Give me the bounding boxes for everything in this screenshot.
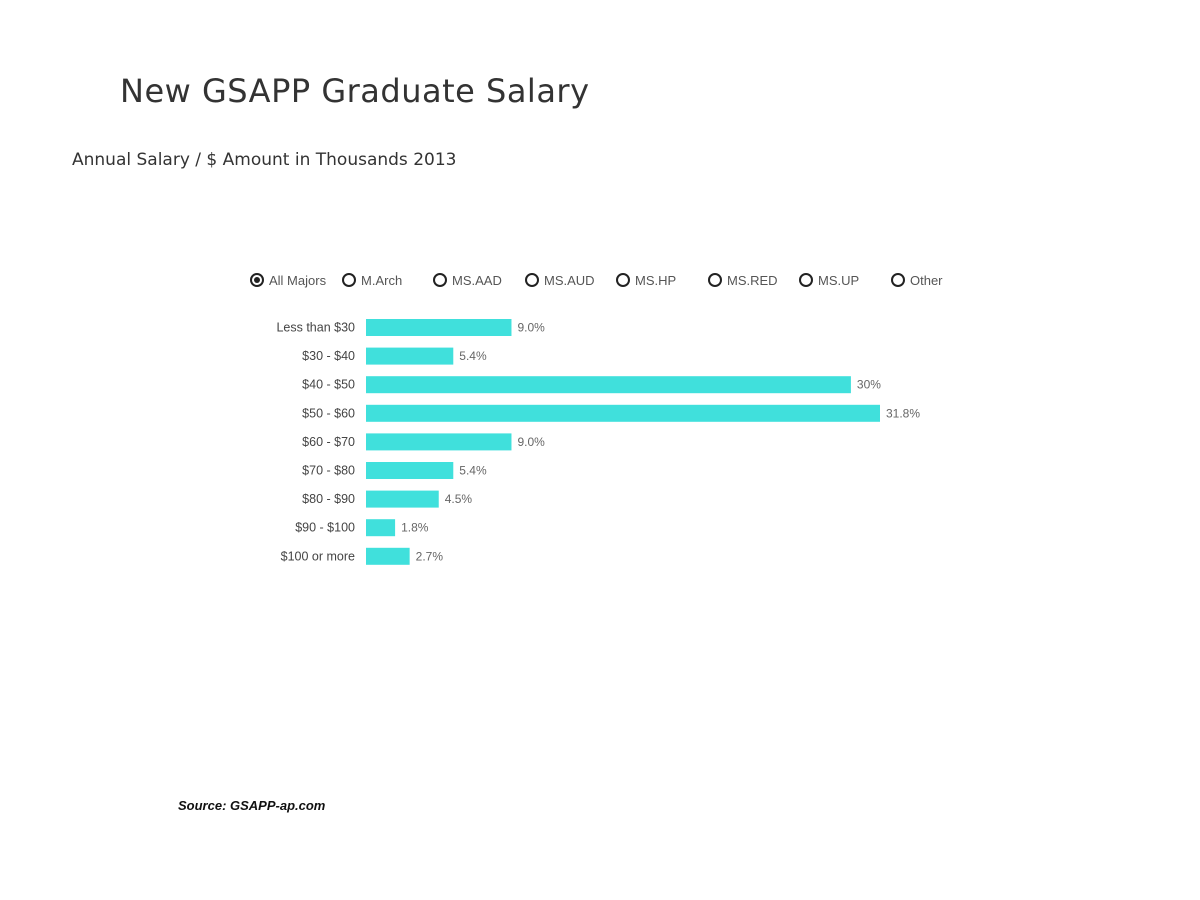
radio-msaud[interactable] — [525, 273, 539, 287]
filter-option-other[interactable]: Other — [891, 270, 943, 290]
data-label-row-7: 1.8% — [401, 521, 429, 535]
filter-label-mshp: MS.HP — [635, 272, 677, 288]
major-filter-radio-group: All Majors M.Arch MS.AAD MS.AUD MS.HP MS… — [0, 270, 1200, 290]
filter-option-msup[interactable]: MS.UP — [799, 270, 859, 290]
category-label-row-1: $30 - $40 — [302, 349, 355, 363]
filter-label-march: M.Arch — [361, 272, 403, 288]
data-label-row-4: 9.0% — [517, 435, 545, 449]
filter-option-msaad[interactable]: MS.AAD — [433, 270, 502, 290]
bar-row-7 — [366, 519, 396, 537]
category-label-row-6: $80 - $90 — [302, 492, 355, 506]
page-title: New GSAPP Graduate Salary — [120, 72, 590, 110]
bar-row-0 — [366, 319, 512, 336]
category-label-row-7: $90 - $100 — [295, 521, 355, 535]
category-label-row-5: $70 - $80 — [302, 464, 355, 478]
radio-march[interactable] — [342, 273, 356, 287]
data-label-row-1: 5.4% — [459, 349, 487, 363]
salary-bar-chart: Less than $30 9.0% $30 - $40 5.4% $40 - $50 3… — [276, 319, 920, 565]
bar-row-1 — [366, 347, 454, 365]
filter-label-all-majors: All Majors — [269, 272, 327, 288]
filter-label-msred: MS.RED — [727, 272, 778, 288]
data-label-row-2: 30% — [857, 378, 881, 392]
radio-msaad[interactable] — [433, 273, 447, 287]
source-note: Source: GSAPP-ap.com — [178, 798, 326, 813]
data-label-row-0: 9.0% — [517, 321, 545, 335]
radio-msred[interactable] — [708, 273, 722, 287]
page-subtitle: Annual Salary / $ Amount in Thousands 20… — [72, 150, 457, 170]
radio-mshp[interactable] — [616, 273, 630, 287]
data-label-row-6: 4.5% — [445, 492, 473, 506]
data-label-row-8: 2.7% — [416, 549, 444, 563]
bar-row-3 — [366, 404, 880, 422]
bar-row-2 — [366, 376, 851, 394]
data-label-row-5: 5.4% — [459, 464, 487, 478]
filter-label-other: Other — [910, 272, 943, 288]
filter-label-msup: MS.UP — [818, 272, 860, 288]
radio-all-majors[interactable] — [250, 273, 264, 287]
data-label-row-3: 31.8% — [886, 406, 920, 420]
bar-row-4 — [366, 433, 512, 451]
filter-option-march[interactable]: M.Arch — [342, 270, 402, 290]
filter-label-msaud: MS.AUD — [544, 272, 595, 288]
category-label-row-4: $60 - $70 — [302, 435, 355, 449]
bar-row-6 — [366, 490, 439, 508]
filter-option-msred[interactable]: MS.RED — [708, 270, 778, 290]
filter-option-msaud[interactable]: MS.AUD — [525, 270, 595, 290]
filter-option-all-majors[interactable]: All Majors — [250, 270, 326, 290]
bar-row-5 — [366, 462, 454, 479]
filter-label-msaad: MS.AAD — [452, 272, 502, 288]
category-label-row-8: $100 or more — [281, 549, 355, 563]
radio-msup[interactable] — [799, 273, 813, 287]
bar-row-8 — [366, 547, 410, 565]
category-label-row-0: Less than $30 — [276, 321, 355, 335]
filter-option-mshp[interactable]: MS.HP — [616, 270, 676, 290]
category-label-row-2: $40 - $50 — [302, 378, 355, 392]
category-label-row-3: $50 - $60 — [302, 406, 355, 420]
radio-other[interactable] — [891, 273, 905, 287]
